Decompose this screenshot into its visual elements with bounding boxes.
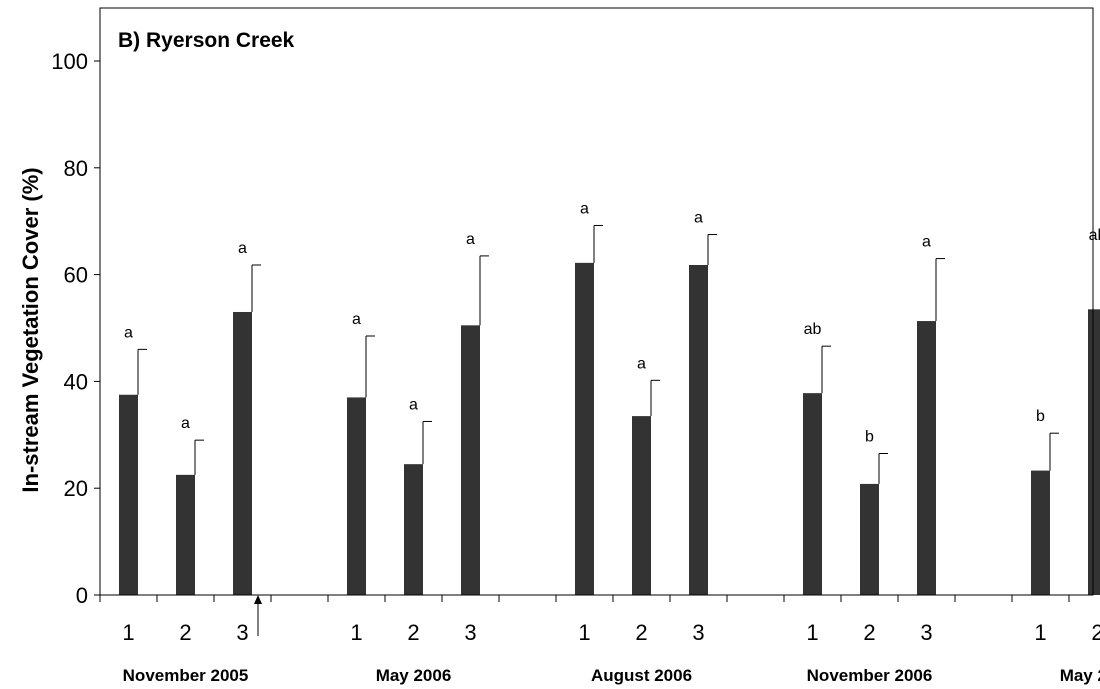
bar [404,464,423,595]
significance-letter: a [637,355,646,372]
x-group-label: May 2007 [1060,666,1100,685]
x-category-label: 3 [692,620,704,645]
x-category-label: 1 [1034,620,1046,645]
y-tick-label: 100 [51,49,88,74]
y-tick-label: 60 [64,263,88,288]
significance-letter: a [238,240,247,257]
y-axis: 0 20 40 60 80 100 [51,49,100,608]
significance-letter: ab [804,321,822,338]
bar [860,483,879,595]
significance-letter: a [409,396,418,413]
x-group-label: May 2006 [376,666,452,685]
significance-letter: a [124,324,133,341]
x-category-label: 1 [350,620,362,645]
x-category-label: 3 [236,620,248,645]
bar [233,311,252,595]
significance-letter: a [466,231,475,248]
bar [1031,470,1050,595]
x-group-label: August 2006 [591,666,692,685]
x-category-label: 2 [407,620,419,645]
significance-letter: a [694,210,703,227]
bar [632,416,651,595]
significance-letter: ab [1089,227,1100,244]
bar [575,262,594,595]
x-category-label: 3 [464,620,476,645]
x-category-label: 1 [578,620,590,645]
plot-area-border [99,7,1094,596]
bars [119,224,1100,595]
x-category-label: 2 [1091,620,1100,645]
x-category-label: 3 [920,620,932,645]
x-group-label: November 2006 [807,666,933,685]
bar [461,325,480,595]
significance-letter: a [922,234,931,251]
x-category-label: 2 [863,620,875,645]
bar [689,264,708,595]
y-tick-label: 40 [64,369,88,394]
x-axis [99,595,1070,602]
y-axis-label: In-stream Vegetation Cover (%) [18,167,43,492]
bar [176,474,195,595]
chart-title: B) Ryerson Creek [118,29,295,52]
bar [347,397,366,595]
bar [917,321,936,595]
x-category-label: 2 [179,620,191,645]
significance-letter: a [580,200,589,217]
x-category-label: 2 [635,620,647,645]
bar [1088,309,1100,595]
significance-letter: b [865,428,874,445]
y-tick-label: 20 [64,476,88,501]
arrow-marker [254,595,262,636]
bar [119,394,138,595]
y-tick-label: 0 [76,583,88,608]
x-category-label: 1 [806,620,818,645]
significance-letter: b [1036,408,1045,425]
significance-letter: a [181,415,190,432]
x-group-label: November 2005 [123,666,249,685]
bar [803,393,822,595]
significance-letter: a [352,311,361,328]
labels: a 1 a 2 a 3 November 2005 a 1 a 2 a 3 May 2006 a 1 a 2 a 3 A… [122,200,1100,685]
x-category-label: 1 [122,620,134,645]
y-tick-label: 80 [64,156,88,181]
